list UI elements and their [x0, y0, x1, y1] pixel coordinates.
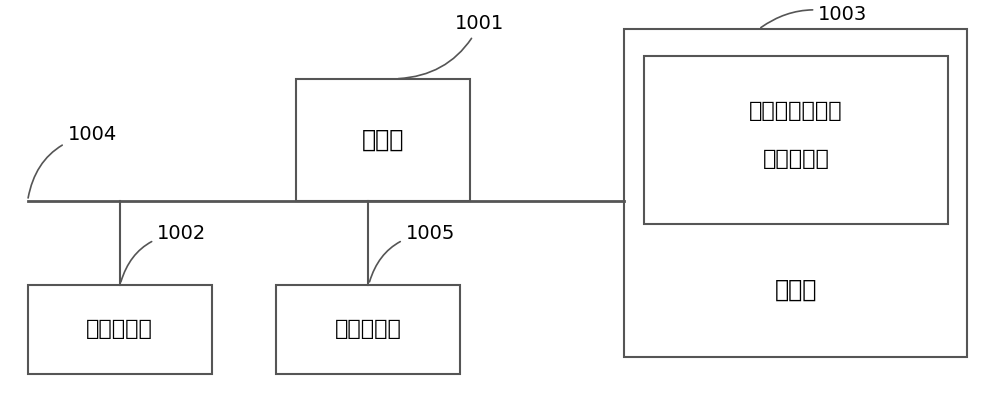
Text: 气体吸附剂: 气体吸附剂 [335, 319, 402, 339]
Bar [28, 284, 212, 374]
Text: 存储器: 存储器 [775, 278, 817, 302]
Text: 颜色传感器: 颜色传感器 [86, 319, 153, 339]
Text: 1005: 1005 [369, 224, 455, 282]
Text: 气体吸附剂的失: 气体吸附剂的失 [749, 101, 843, 121]
Bar [644, 56, 948, 223]
Text: 效检测程序: 效检测程序 [762, 149, 829, 169]
Text: 1002: 1002 [121, 224, 206, 282]
Text: 1004: 1004 [28, 125, 117, 198]
Text: 控制器: 控制器 [362, 128, 404, 152]
Bar [276, 284, 460, 374]
Text: 1003: 1003 [761, 5, 867, 28]
Bar [296, 79, 470, 201]
Bar [624, 29, 967, 357]
Text: 1001: 1001 [398, 14, 505, 79]
